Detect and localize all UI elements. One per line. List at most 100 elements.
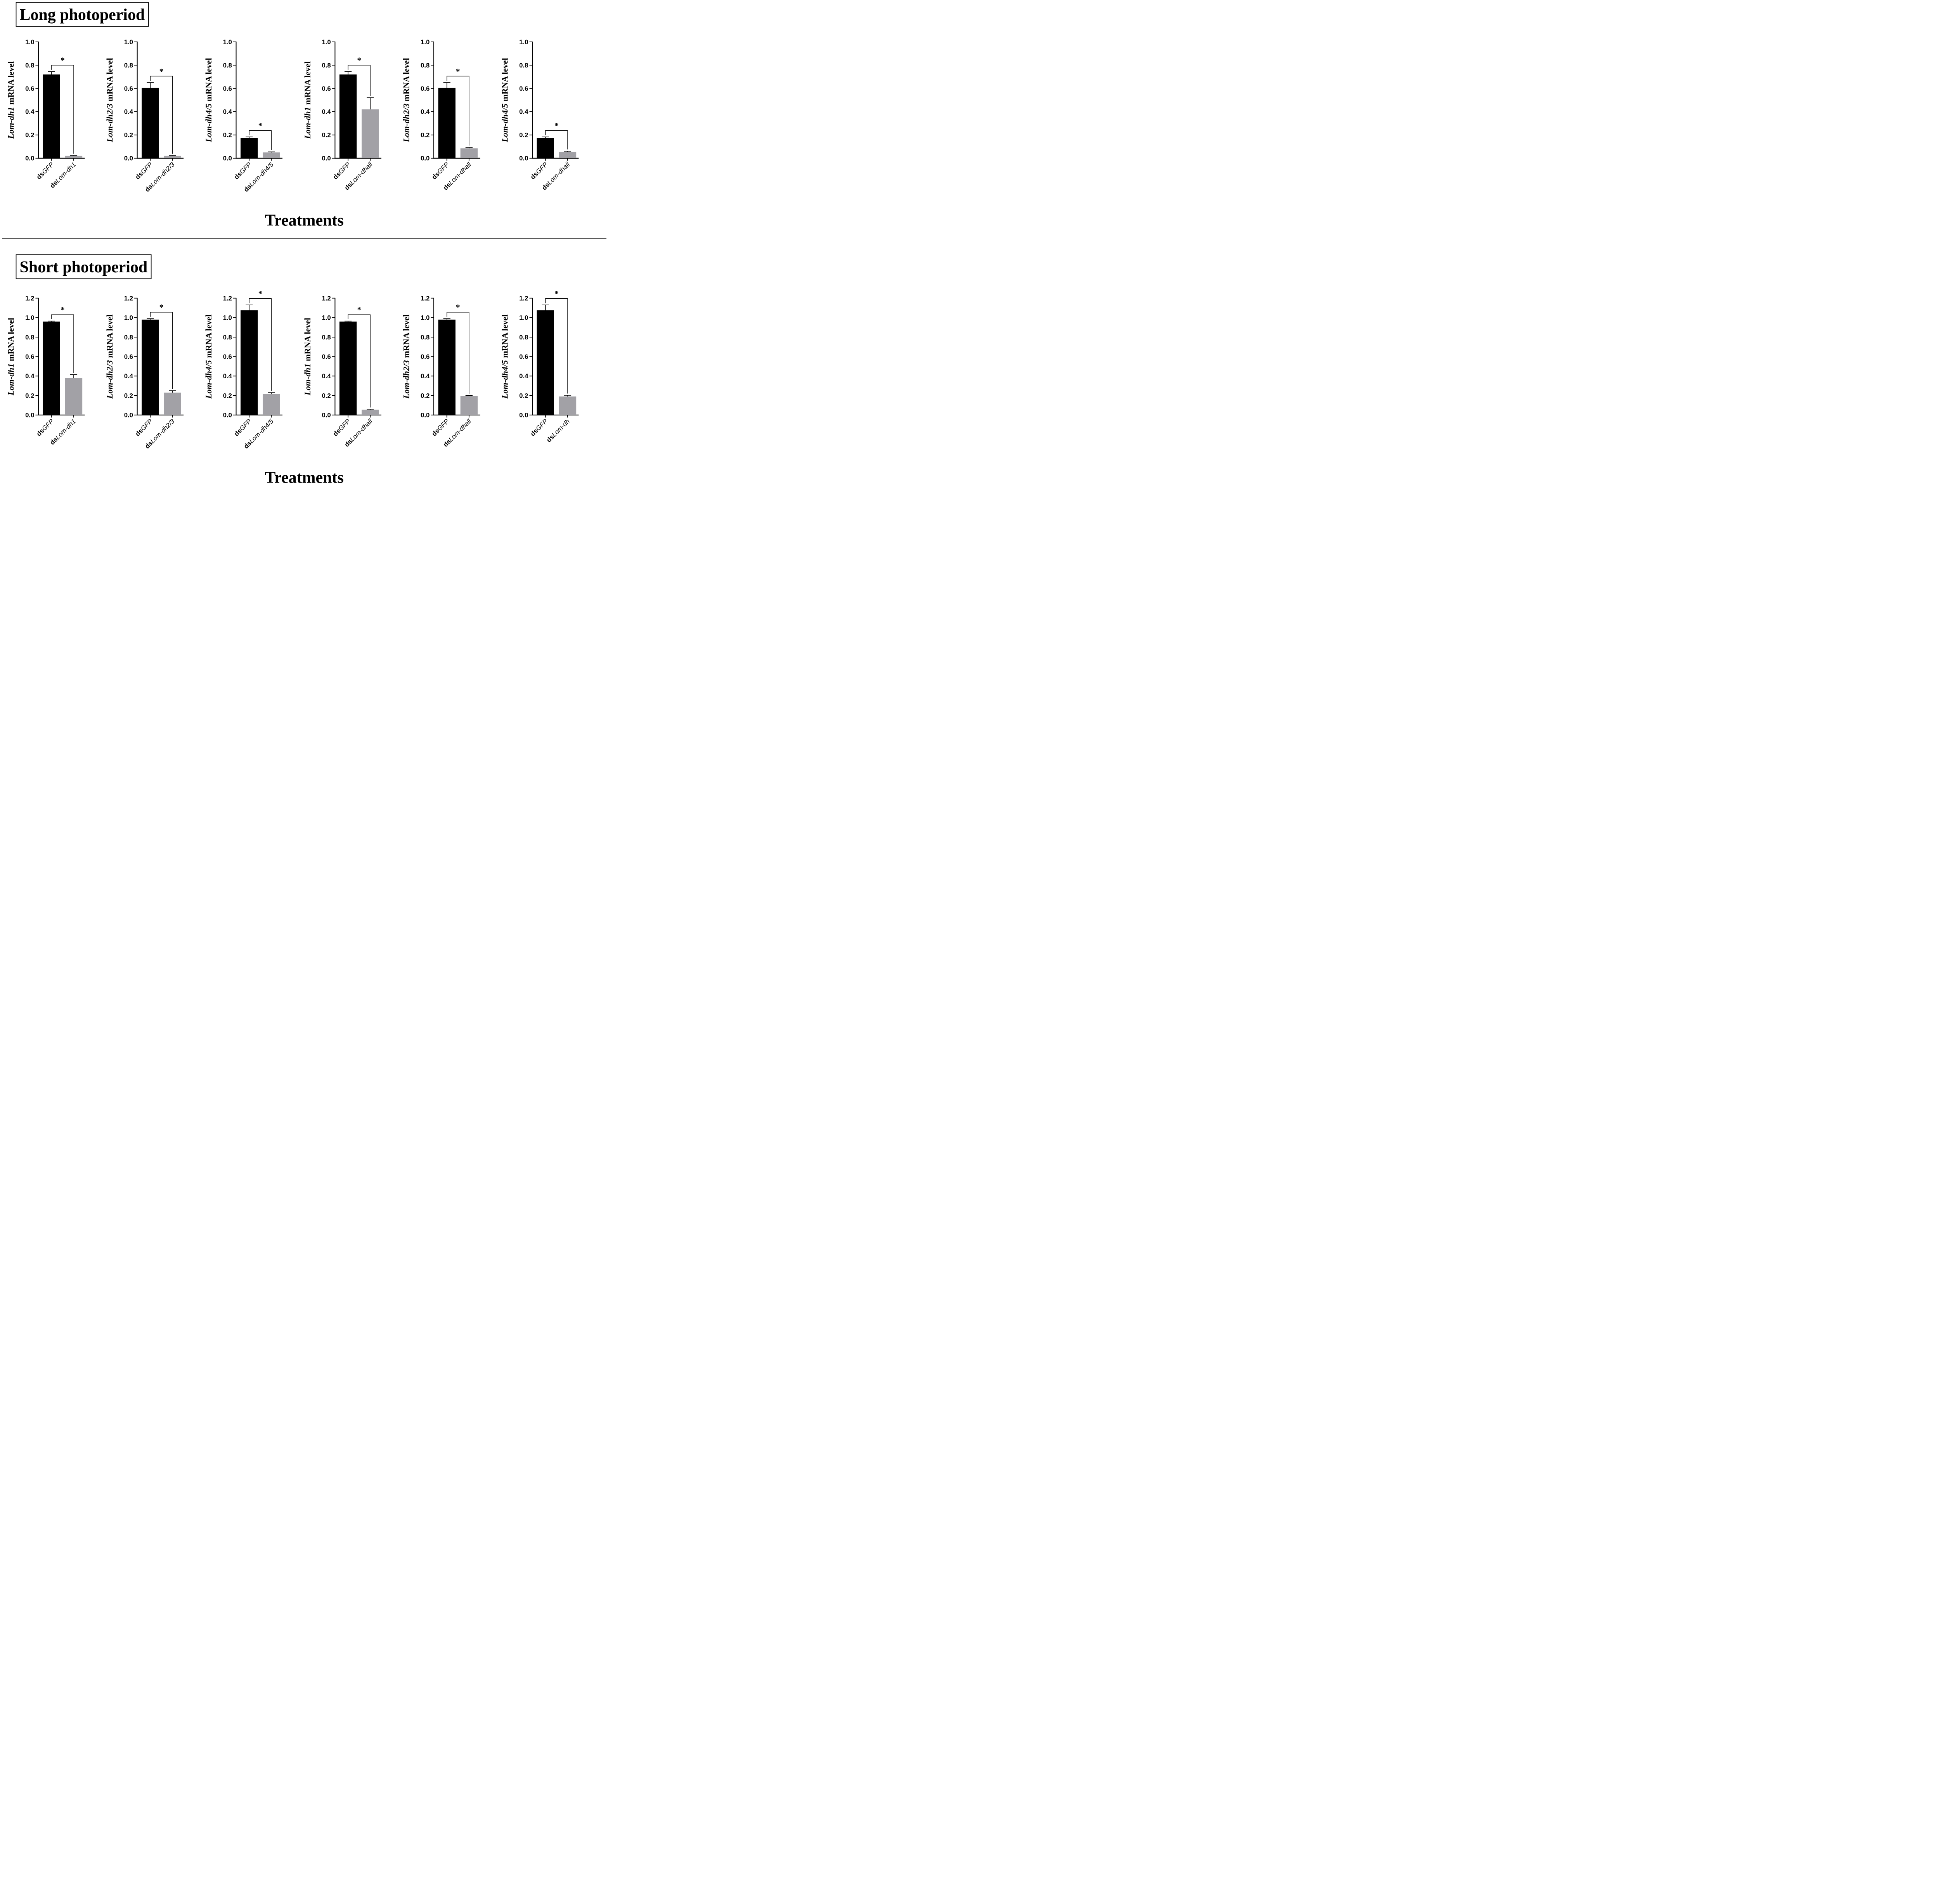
chart-12: Lom-dh4/5 mRNA level 0.0 0.2 0.4 0.6 0.8 1.0 1.… xyxy=(501,289,579,444)
significance-bracket xyxy=(150,76,173,154)
x-tick-label: dsGFP xyxy=(529,417,549,438)
significance-bracket xyxy=(545,298,568,394)
short-xaxis-label: Treatments xyxy=(265,468,344,486)
y-axis-label-rest: mRNA level xyxy=(402,58,411,104)
y-tick-label: 1.0 xyxy=(223,38,232,46)
y-tick-label: 0.4 xyxy=(25,108,35,116)
section-divider xyxy=(2,238,606,239)
bar-control xyxy=(142,319,159,415)
y-axis-label-rest: mRNA level xyxy=(402,315,411,360)
y-tick-label: 0.8 xyxy=(124,334,133,341)
y-tick-label: 0.0 xyxy=(421,155,430,162)
bar-control xyxy=(438,319,456,415)
y-axis-label: Lom-dh4/5 mRNA level xyxy=(204,315,213,399)
significance-bracket xyxy=(51,314,74,373)
bar-treated xyxy=(164,156,181,158)
y-tick-label: 0.8 xyxy=(25,334,34,341)
chart-5: Lom-dh2/3 mRNA level 0.0 0.2 0.4 0.6 0.8 1.0 ds… xyxy=(402,38,480,192)
y-tick-label: 0.8 xyxy=(519,62,528,69)
y-tick-label: 0.2 xyxy=(322,132,331,139)
y-axis-label: Lom-dh1 mRNA level xyxy=(303,61,312,139)
x-tick-label: dsGFP xyxy=(35,417,55,438)
y-tick-label: 0.4 xyxy=(223,108,232,116)
y-axis-label: Lom-dh2/3 mRNA level xyxy=(402,58,411,142)
significance-star: * xyxy=(61,55,64,65)
significance-star: * xyxy=(357,305,361,314)
y-tick-label: 0.4 xyxy=(124,108,133,116)
bar-control xyxy=(339,321,357,415)
significance-star: * xyxy=(159,303,163,312)
y-axis-label-gene: Lom-dh1 xyxy=(303,107,312,139)
y-tick-label: 0.4 xyxy=(421,108,430,116)
x-tick-label: dsGFP xyxy=(332,417,352,438)
bar-control xyxy=(240,310,258,415)
bar-treated xyxy=(559,152,577,158)
bar-treated xyxy=(559,396,577,415)
y-tick-label: 0.8 xyxy=(322,62,331,69)
bar-control xyxy=(537,310,554,415)
x-tick-label-name: Lom-dhall xyxy=(447,161,473,186)
y-axis-label: Lom-dh2/3 mRNA level xyxy=(402,315,411,399)
y-axis-label-rest: mRNA level xyxy=(7,61,16,107)
bar-treated xyxy=(263,394,280,415)
y-tick-label: 0.2 xyxy=(223,392,232,399)
significance-star: * xyxy=(258,121,262,130)
y-tick-label: 0.4 xyxy=(124,372,133,380)
y-axis-label-gene: Lom-dh2/3 xyxy=(402,104,411,143)
bar-control xyxy=(142,88,159,158)
y-tick-label: 0.0 xyxy=(322,412,331,419)
y-tick-label: 0.2 xyxy=(25,132,34,139)
x-tick-label-name: Lom-dh4/5 xyxy=(248,161,275,188)
y-tick-label: 0.6 xyxy=(124,353,133,360)
x-tick-label-name: Lom-dh4/5 xyxy=(248,417,275,445)
y-tick-label: 0.6 xyxy=(223,353,232,360)
y-tick-label: 1.0 xyxy=(124,314,133,322)
y-tick-label: 0.0 xyxy=(519,412,528,419)
y-tick-label: 0.8 xyxy=(25,62,34,69)
y-tick-label: 0.6 xyxy=(519,353,528,360)
significance-bracket xyxy=(348,65,371,96)
y-axis-label: Lom-dh4/5 mRNA level xyxy=(204,58,213,142)
bar-control xyxy=(537,138,554,158)
y-tick-label: 1.0 xyxy=(519,38,528,46)
chart-4: Lom-dh1 mRNA level 0.0 0.2 0.4 0.6 0.8 1.0 dsGF… xyxy=(303,38,381,192)
y-tick-label: 0.8 xyxy=(223,62,232,69)
y-axis-label-gene: Lom-dh2/3 xyxy=(105,104,114,143)
y-tick-label: 1.0 xyxy=(519,314,528,322)
y-tick-label: 0.8 xyxy=(322,334,331,341)
y-tick-label: 0.2 xyxy=(124,392,133,399)
x-tick-label-name: Lom-dh1 xyxy=(54,417,77,441)
x-tick-label-name: Lom-dh xyxy=(550,417,571,438)
y-tick-label: 1.0 xyxy=(223,314,232,322)
y-tick-label: 1.0 xyxy=(124,38,133,46)
bar-treated xyxy=(263,152,280,158)
x-tick-label: dsGFP xyxy=(134,417,154,438)
y-axis-label-rest: mRNA level xyxy=(303,318,312,363)
y-tick-label: 0.8 xyxy=(421,334,430,341)
y-tick-label: 0.2 xyxy=(519,132,528,139)
significance-star: * xyxy=(357,55,361,65)
significance-bracket xyxy=(249,298,272,391)
bar-treated xyxy=(362,409,379,415)
y-tick-label: 0.6 xyxy=(421,353,430,360)
y-axis-label-rest: mRNA level xyxy=(501,58,510,104)
y-tick-label: 0.2 xyxy=(519,392,528,399)
x-tick-label-name: Lom-dh2/3 xyxy=(149,417,177,445)
y-axis-label: Lom-dh2/3 mRNA level xyxy=(105,58,114,142)
y-tick-label: 0.8 xyxy=(421,62,430,69)
bar-treated xyxy=(65,378,83,415)
x-tick-label-name: Lom-dhall xyxy=(348,417,374,443)
x-tick-label-name: Lom-dhall xyxy=(546,161,572,186)
y-axis-label-gene: Lom-dh1 xyxy=(303,363,312,396)
x-tick-label: dsGFP xyxy=(35,161,55,181)
x-tick-label: dsGFP xyxy=(233,417,253,438)
chart-10: Lom-dh1 mRNA level 0.0 0.2 0.4 0.6 0.8 1.0 1.2 d… xyxy=(303,294,381,448)
y-tick-label: 0.0 xyxy=(223,155,232,162)
y-tick-label: 1.2 xyxy=(223,294,232,302)
x-tick-label-name: Lom-dhall xyxy=(348,161,374,186)
chart-2: Lom-dh2/3 mRNA level 0.0 0.2 0.4 0.6 0.8 1.0 ds… xyxy=(105,38,184,193)
y-tick-label: 1.0 xyxy=(421,314,430,322)
x-tick-label-name: Lom-dhall xyxy=(447,417,473,443)
y-tick-label: 1.2 xyxy=(25,294,34,302)
y-tick-label: 0.4 xyxy=(322,108,331,116)
